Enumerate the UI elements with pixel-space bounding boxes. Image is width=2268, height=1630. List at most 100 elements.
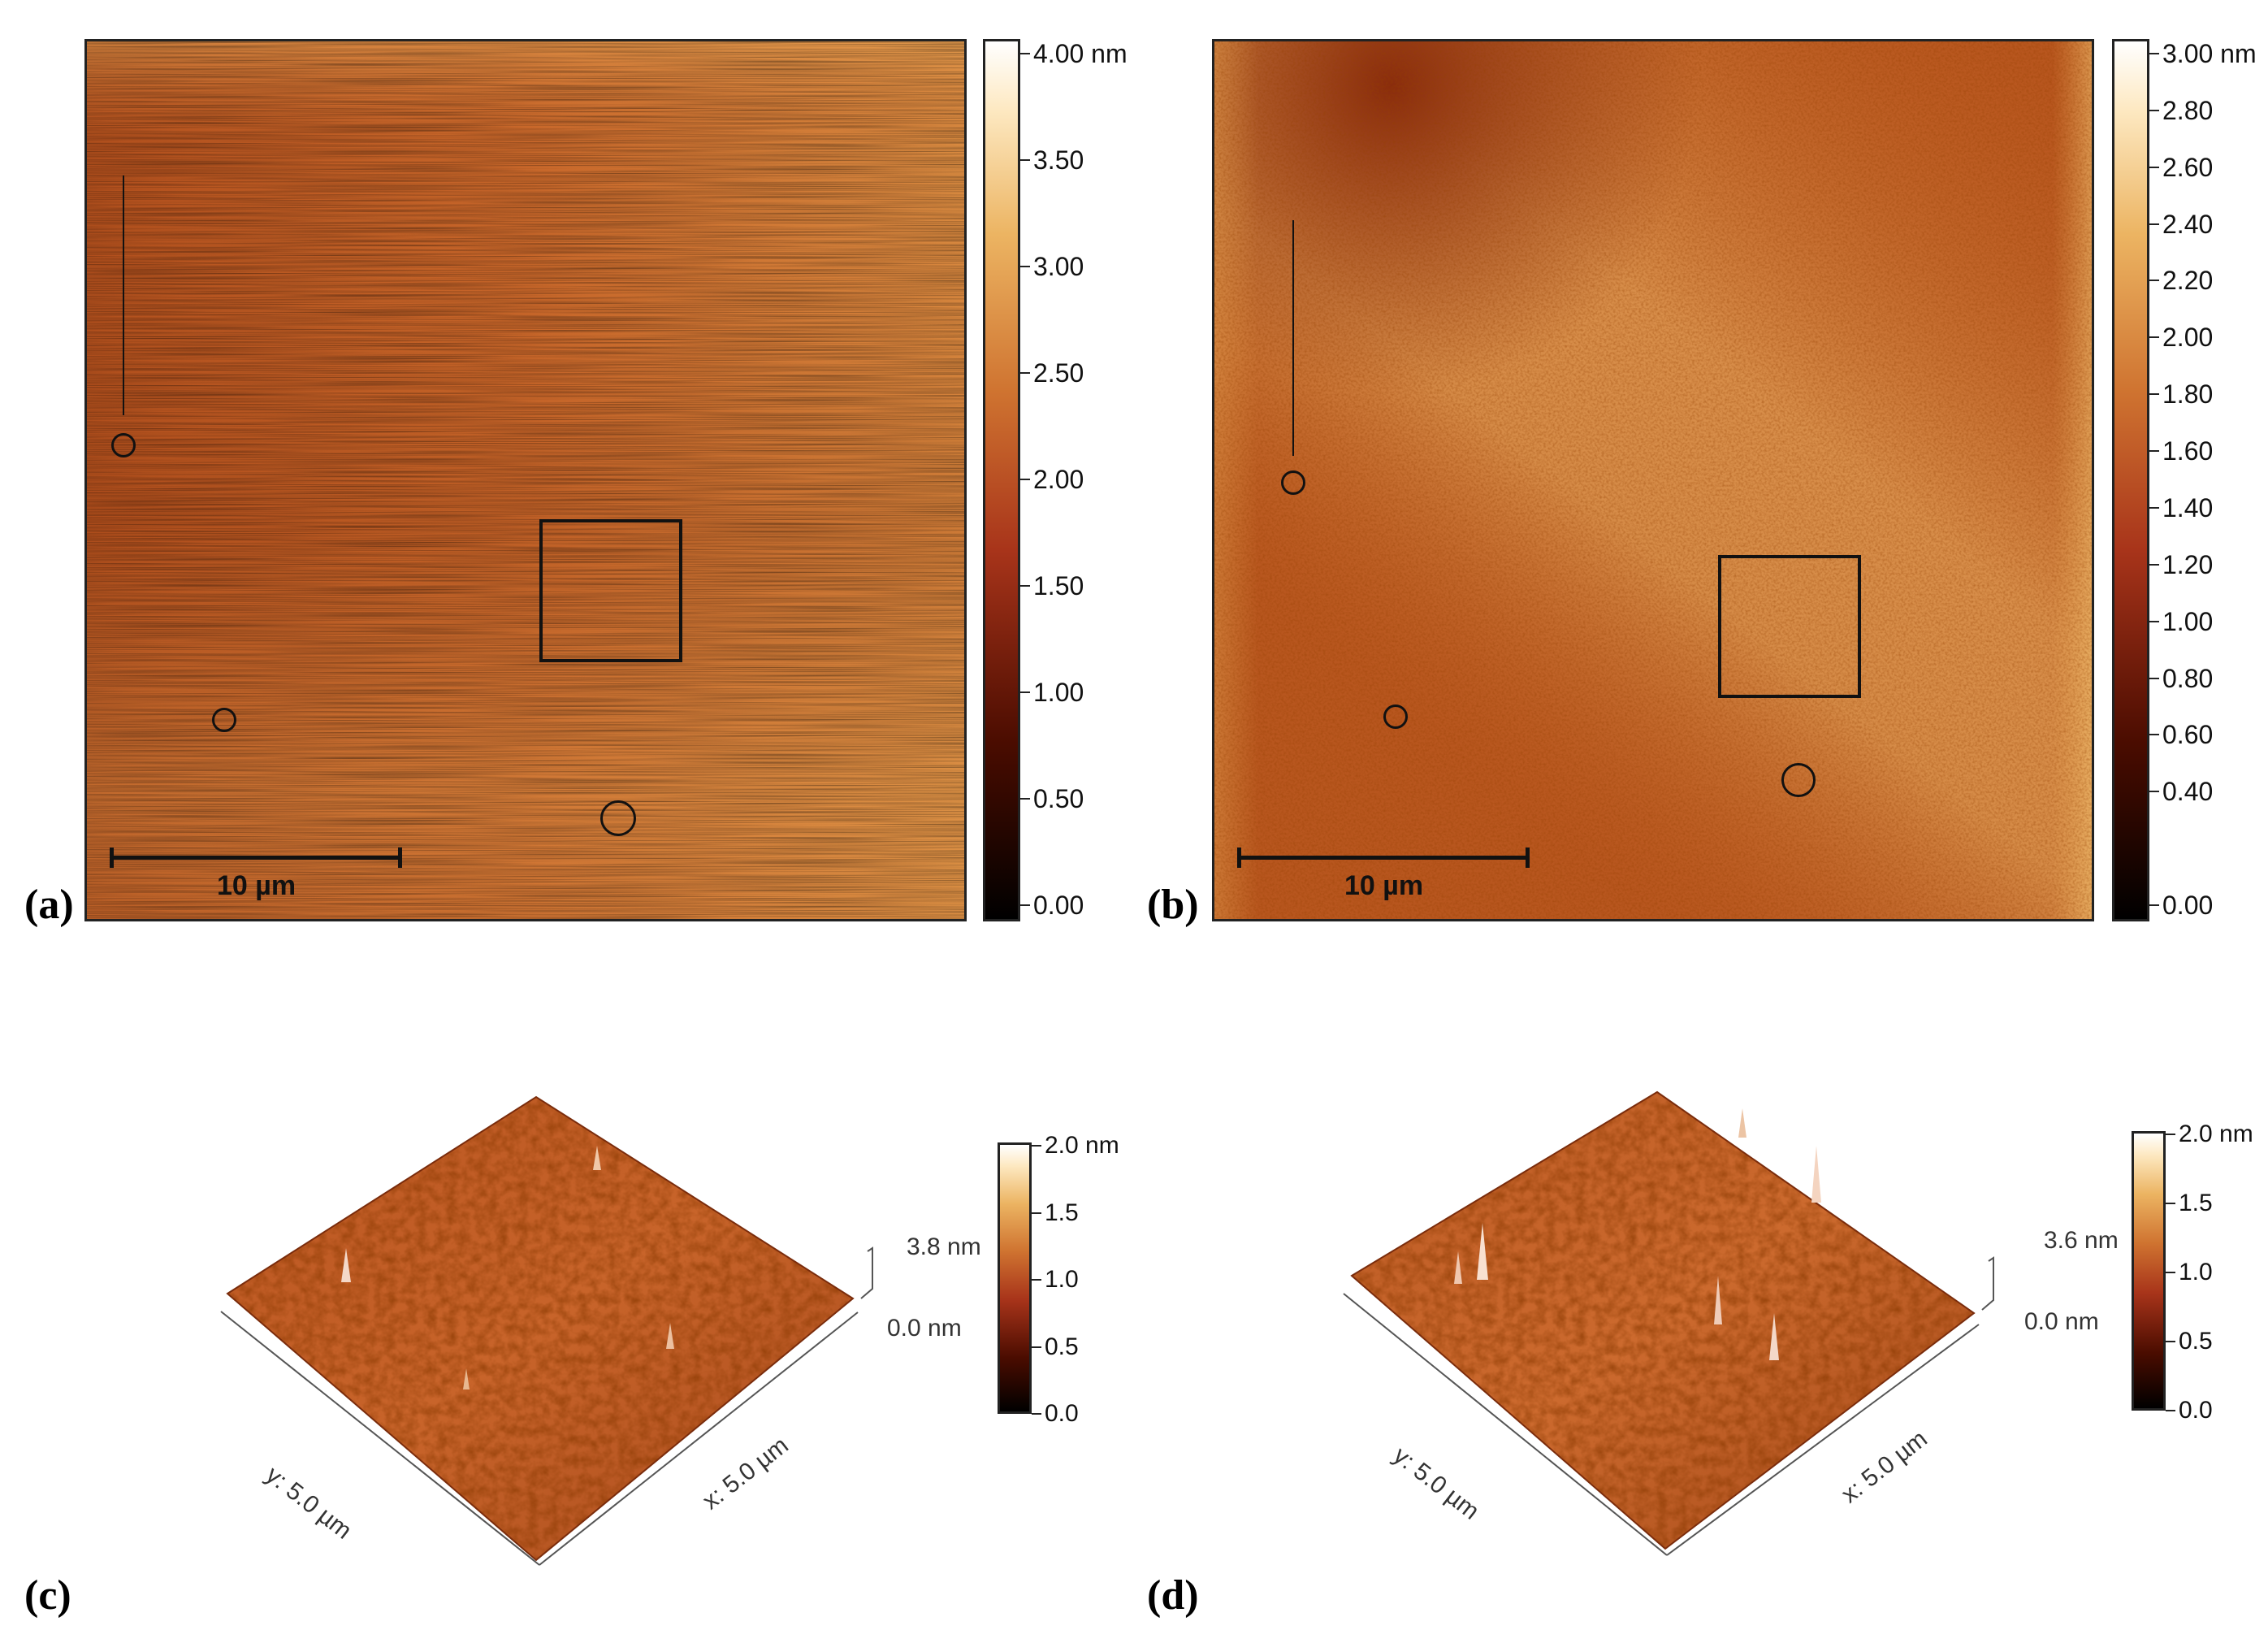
marker-line-a	[123, 176, 124, 415]
panel-label-a: (a)	[24, 882, 74, 928]
afm-texture-a	[87, 41, 964, 919]
colorbar-tick-b	[2149, 223, 2159, 225]
colorbar-label-a: 1.00	[1033, 678, 1084, 707]
colorbar-tick-b	[2149, 336, 2159, 339]
colorbar-d	[2132, 1131, 2166, 1411]
z-min-label-c: 0.0 nm	[887, 1315, 962, 1342]
marker-circle-a-1	[111, 433, 136, 457]
colorbar-tick-b	[2149, 166, 2159, 168]
scale-label-a: 10 µm	[217, 870, 296, 901]
colorbar-label-b: 2.80	[2162, 95, 2214, 125]
colorbar-tick-d	[2166, 1341, 2175, 1342]
scale-bar-b	[1237, 848, 1530, 868]
colorbar-c	[998, 1142, 1032, 1414]
colorbar-tick-b	[2149, 280, 2159, 282]
colorbar-tick-c	[1032, 1279, 1041, 1281]
panel-label-c: (c)	[24, 1572, 71, 1619]
colorbar-tick-c	[1032, 1413, 1041, 1415]
colorbar-label-a: 0.00	[1033, 891, 1084, 920]
colorbar-tick-c	[1032, 1212, 1041, 1214]
colorbar-label-a: 1.50	[1033, 571, 1084, 600]
colorbar-label-c: 1.5	[1045, 1199, 1079, 1226]
afm-image-a: 10 µm	[84, 39, 967, 921]
colorbar-label-d: 1.0	[2179, 1259, 2213, 1285]
colorbar-label-b: 0.60	[2162, 720, 2214, 750]
marker-circle-b-3	[1781, 763, 1816, 797]
colorbar-tick-b	[2149, 393, 2159, 396]
colorbar-label-d: 1.5	[2179, 1190, 2213, 1216]
scale-label-b: 10 µm	[1344, 870, 1424, 901]
colorbar-tick-b	[2149, 620, 2159, 622]
zoom-box-b	[1718, 555, 1861, 698]
colorbar-label-b: 2.40	[2162, 209, 2214, 239]
colorbar-tick-c	[1032, 1145, 1041, 1147]
colorbar-label-c: 1.0	[1045, 1266, 1079, 1293]
marker-circle-a-2	[212, 708, 236, 732]
colorbar-tick-a	[1020, 266, 1030, 267]
colorbar-tick-b	[2149, 563, 2159, 566]
colorbar-label-b: 3.00 nm	[2162, 39, 2257, 68]
colorbar-tick-a	[1020, 904, 1030, 906]
colorbar-tick-a	[1020, 53, 1030, 54]
afm-texture-b	[1214, 41, 2092, 919]
colorbar-tick-b	[2149, 791, 2159, 793]
colorbar-tick-b	[2149, 450, 2159, 453]
zoom-box-a	[539, 519, 682, 662]
marker-circle-b-1	[1281, 470, 1305, 495]
colorbar-label-a: 2.00	[1033, 465, 1084, 494]
marker-circle-b-2	[1383, 704, 1408, 729]
colorbar-label-d: 0.0	[2179, 1397, 2213, 1424]
colorbar-tick-a	[1020, 691, 1030, 693]
z-max-label-d: 3.6 nm	[2044, 1227, 2119, 1254]
colorbar-tick-a	[1020, 159, 1030, 161]
colorbar-tick-b	[2149, 53, 2159, 54]
colorbar-label-c: 0.0	[1045, 1400, 1079, 1427]
colorbar-tick-a	[1020, 479, 1030, 480]
colorbar-label-a: 3.00	[1033, 252, 1084, 281]
colorbar-tick-a	[1020, 585, 1030, 587]
colorbar-label-b: 1.00	[2162, 606, 2214, 636]
afm-3d-surface-c	[220, 1095, 873, 1566]
colorbar-tick-d	[2166, 1134, 2175, 1135]
panel-label-b: (b)	[1147, 882, 1199, 928]
colorbar-tick-b	[2149, 677, 2159, 679]
colorbar-label-b: 0.40	[2162, 777, 2214, 807]
colorbar-label-c: 0.5	[1045, 1333, 1079, 1360]
colorbar-label-b: 1.80	[2162, 379, 2214, 410]
colorbar-tick-b	[2149, 904, 2159, 906]
colorbar-tick-a	[1020, 798, 1030, 800]
colorbar-label-a: 3.50	[1033, 145, 1084, 175]
scale-bar-a	[110, 848, 402, 868]
colorbar-a	[983, 39, 1020, 921]
panel-label-d: (d)	[1147, 1572, 1199, 1619]
colorbar-label-b: 2.00	[2162, 323, 2214, 353]
colorbar-label-b: 1.40	[2162, 492, 2214, 522]
afm-3d-surface-d	[1343, 1090, 1994, 1556]
colorbar-tick-b	[2149, 734, 2159, 736]
colorbar-label-b: 2.60	[2162, 152, 2214, 182]
colorbar-label-b: 0.00	[2162, 891, 2214, 920]
marker-line-b	[1292, 220, 1294, 456]
colorbar-tick-d	[2166, 1272, 2175, 1273]
colorbar-b	[2112, 39, 2149, 921]
z-min-label-d: 0.0 nm	[2024, 1308, 2099, 1335]
marker-circle-a-3	[600, 800, 636, 836]
colorbar-tick-b	[2149, 506, 2159, 509]
colorbar-tick-c	[1032, 1346, 1041, 1348]
colorbar-label-b: 1.60	[2162, 436, 2214, 466]
colorbar-label-b: 2.20	[2162, 266, 2214, 296]
colorbar-label-a: 2.50	[1033, 358, 1084, 388]
colorbar-label-d: 0.5	[2179, 1328, 2213, 1355]
colorbar-label-a: 4.00 nm	[1033, 39, 1128, 68]
afm-image-b: 10 µm	[1212, 39, 2094, 921]
colorbar-label-d: 2.0 nm	[2179, 1121, 2253, 1147]
colorbar-label-b: 1.20	[2162, 549, 2214, 579]
colorbar-tick-a	[1020, 372, 1030, 374]
colorbar-tick-b	[2149, 109, 2159, 111]
colorbar-label-a: 0.50	[1033, 784, 1084, 813]
colorbar-label-b: 0.80	[2162, 663, 2214, 693]
colorbar-tick-d	[2166, 1203, 2175, 1204]
colorbar-label-c: 2.0 nm	[1045, 1132, 1119, 1159]
z-max-label-c: 3.8 nm	[907, 1233, 981, 1260]
colorbar-tick-d	[2166, 1410, 2175, 1411]
